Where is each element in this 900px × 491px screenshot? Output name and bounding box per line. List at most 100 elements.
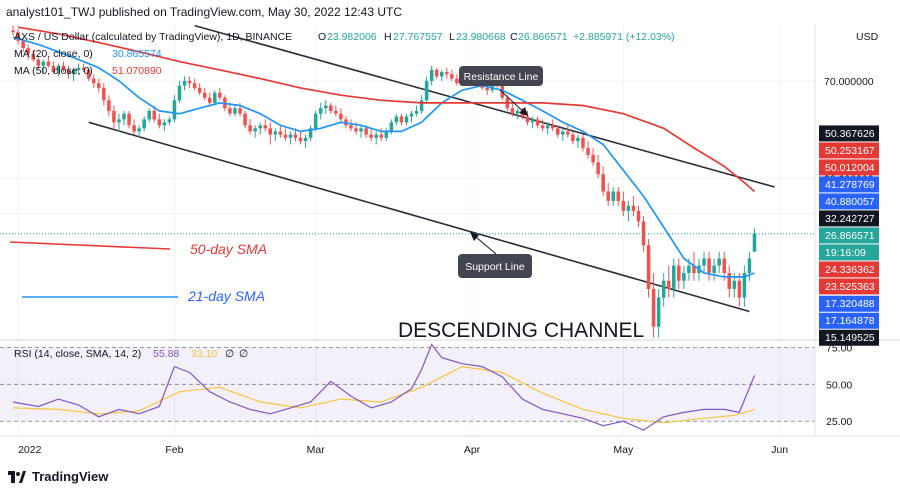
candle-body: [298, 137, 303, 142]
candle-body: [21, 40, 25, 49]
candle-body: [339, 113, 343, 120]
sma21-key-label: 21-day SMA: [187, 288, 265, 304]
candle-body: [485, 87, 489, 91]
candle-body: [571, 134, 575, 142]
price-label-box: [819, 295, 879, 312]
candle-body: [213, 92, 217, 103]
rsi-lines: [12, 343, 756, 431]
currency-label: USD: [856, 31, 879, 43]
candle-body: [682, 273, 686, 281]
candle-body: [359, 128, 363, 132]
candle-body: [672, 265, 676, 289]
price-label-box: [819, 193, 879, 210]
candle-body: [288, 134, 293, 138]
candle-body: [611, 191, 616, 201]
candle-body: [636, 210, 641, 222]
support-label-box: [458, 254, 532, 278]
candle-body: [389, 122, 394, 132]
ma50-legend-label: MA (50, close, 0): [14, 65, 93, 77]
rsi-legend-value: 55.88: [153, 348, 179, 360]
candle-body: [122, 113, 126, 120]
price-chart[interactable]: 70.00000038.00000030.50000050.36762650.2…: [0, 24, 900, 462]
candle-body: [687, 265, 691, 274]
sma50-key-label: 50-day SMA: [190, 241, 267, 257]
price-label-box: [819, 125, 879, 142]
support-callout: Support Line: [458, 231, 532, 278]
candle-body: [107, 100, 111, 111]
rsi-tick-label: 50.00: [826, 379, 852, 391]
candle-body: [162, 122, 167, 126]
candle-body: [369, 134, 373, 138]
ohlc-high-label: H: [384, 31, 392, 43]
candle-body: [36, 59, 41, 66]
time-axis: 2022 Feb Mar Apr May Jun: [0, 435, 900, 456]
candle-body: [293, 134, 298, 138]
candle-body: [455, 78, 459, 84]
candle-body: [722, 258, 726, 274]
candle-body: [727, 273, 732, 289]
ohlc-change: +2.885971 (+12.03%): [573, 31, 675, 43]
price-tick-label: 70.000000: [824, 76, 874, 88]
candle-body: [102, 87, 106, 101]
candle-body: [596, 162, 600, 175]
candle-body: [81, 67, 86, 70]
candle-body: [515, 110, 520, 114]
rsi-band-fill: [0, 346, 815, 422]
channel-label: DESCENDING CHANNEL: [398, 319, 644, 342]
candle-body: [258, 125, 262, 129]
price-label-text: 50.012004: [825, 162, 875, 174]
candle-body: [712, 265, 716, 274]
ohlc-open-label: O: [318, 31, 326, 43]
candle-body: [112, 110, 116, 123]
candle-body: [97, 83, 101, 88]
candle-body: [329, 105, 333, 111]
candle-body: [192, 83, 197, 88]
candle-body: [439, 72, 444, 77]
candle-body: [656, 297, 661, 327]
candle-body: [384, 131, 389, 138]
footer-brand: TradingView: [32, 469, 109, 484]
candle-body: [182, 80, 187, 86]
candle-body: [510, 108, 515, 114]
candle-body: [318, 108, 323, 114]
time-tick-label: Feb: [165, 444, 183, 456]
candle-body: [354, 128, 358, 132]
candle-body: [374, 134, 378, 138]
candle-body: [218, 92, 222, 98]
time-tick-label: Mar: [307, 444, 326, 456]
tradingview-logo-icon: [8, 470, 26, 483]
candle-body: [41, 61, 46, 66]
candle-body: [157, 119, 162, 126]
price-label-box: [819, 176, 879, 193]
candle-body: [66, 69, 71, 75]
candle-body: [238, 108, 242, 114]
candle-body: [16, 32, 20, 41]
candle-body: [233, 108, 237, 114]
candle-body: [86, 69, 91, 79]
ohlc-open: 23.982006: [327, 31, 377, 43]
rsi-tick-label: 75.00: [826, 342, 852, 354]
candle-body: [26, 48, 30, 54]
candle-body: [147, 110, 151, 120]
price-label-text: 24.336362: [825, 264, 875, 276]
ohlc-low: 23.980668: [456, 31, 506, 43]
price-label-box: [819, 210, 879, 227]
candle-body: [621, 200, 626, 211]
price-label-text: 15.149525: [825, 332, 875, 344]
candle-body: [616, 191, 621, 201]
support-arrowhead: [470, 232, 479, 241]
candle-body: [591, 154, 595, 163]
candle-body: [661, 280, 666, 298]
candle-body: [445, 72, 449, 75]
candle-body: [202, 92, 207, 98]
candle-body: [409, 113, 414, 117]
candle-body: [127, 113, 131, 126]
price-label-text: 50.367626: [825, 128, 875, 140]
candle-body: [651, 288, 656, 327]
candle-body: [414, 110, 419, 114]
candle-body: [263, 125, 267, 129]
resistance-callout: Resistance Line: [459, 66, 543, 117]
support-label: Support Line: [465, 261, 525, 273]
candle-body: [606, 191, 610, 201]
ma50-line: [17, 26, 756, 193]
